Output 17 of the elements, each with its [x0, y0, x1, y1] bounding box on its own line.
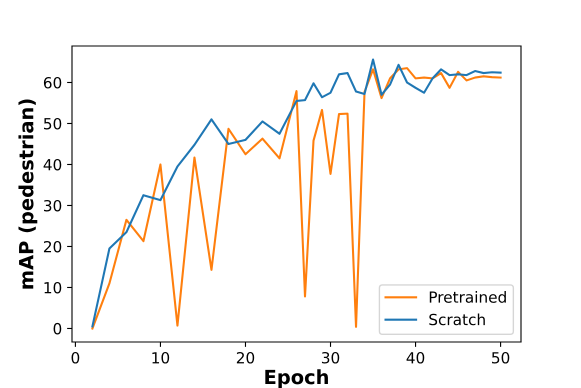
y-tick-label: 0 [54, 322, 62, 334]
y-tick-label: 20 [44, 240, 62, 252]
x-tick-label: 0 [72, 352, 80, 364]
y-tick-label: 50 [44, 118, 62, 130]
x-tick-label: 10 [152, 352, 170, 364]
x-tick-label: 50 [492, 352, 510, 364]
legend-label: Scratch [429, 313, 485, 326]
y-tick-label: 40 [44, 158, 62, 171]
y-tick-label: 60 [44, 76, 62, 89]
y-tick-label: 10 [44, 282, 62, 294]
legend-label: Pretrained [430, 291, 506, 303]
x-tick-label: 30 [322, 352, 340, 364]
x-tick-label: 20 [236, 352, 254, 364]
x-tick-label: 40 [406, 352, 424, 364]
x-axis-title: Epoch [265, 369, 328, 388]
y-axis-title: mAP (pedestrian) [18, 99, 38, 289]
y-tick-label: 30 [44, 200, 62, 212]
